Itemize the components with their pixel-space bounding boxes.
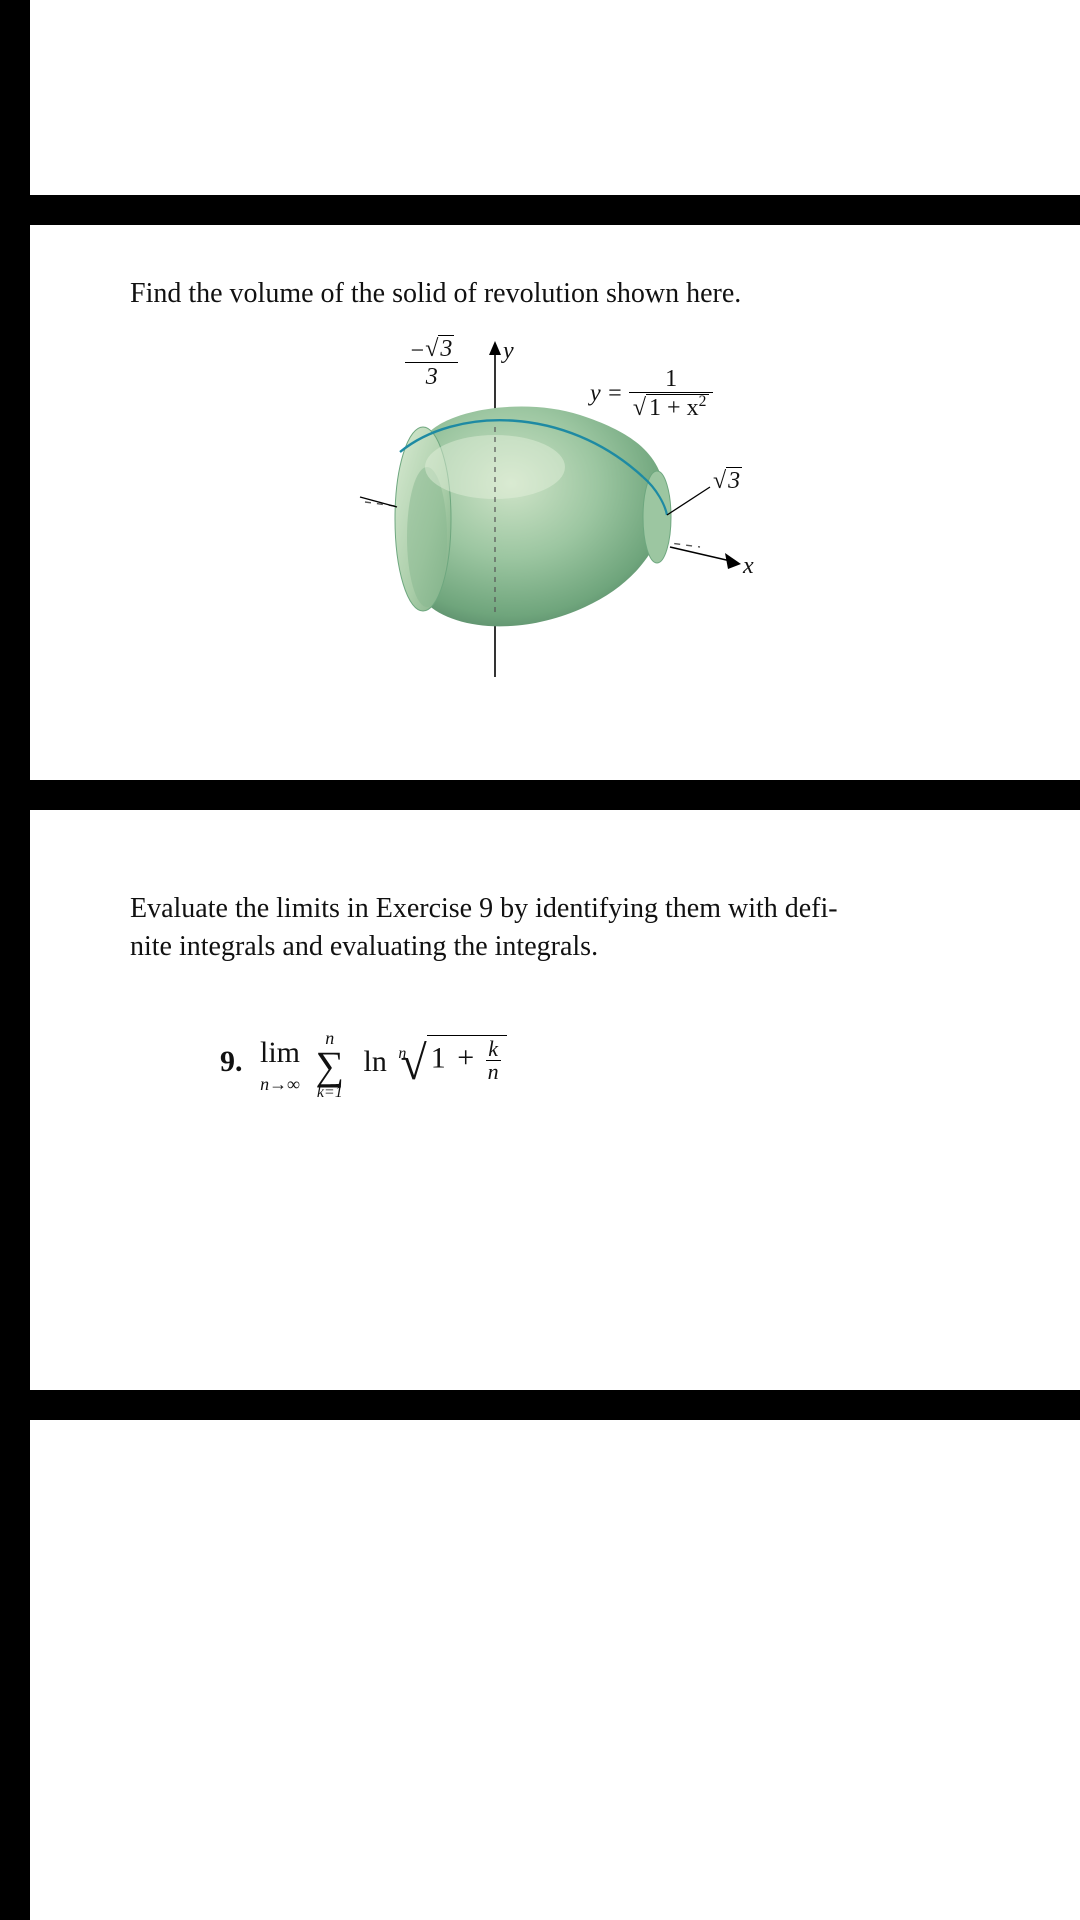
left-bound-den: 3 xyxy=(405,363,458,392)
solid-of-revolution-figure: y x −√3 3 y = 1 y = √1 + xyxy=(305,337,785,707)
k-over-n: k n xyxy=(486,1038,501,1083)
axis-y-label: y xyxy=(503,335,514,367)
exercise-9-expression: 9. lim n→∞ n ∑ k=1 ln n √ 1 + k n xyxy=(220,1026,960,1104)
sqrt-symbol: √ xyxy=(425,336,438,362)
left-bound-radicand: 3 xyxy=(438,335,454,362)
blank-top-page xyxy=(30,0,1080,195)
problem-volume-page: Find the volume of the solid of revoluti… xyxy=(30,225,1080,780)
exercise-number: 9. xyxy=(220,1045,243,1078)
lim-text: lim xyxy=(260,1033,300,1074)
sigma-block: n ∑ k=1 xyxy=(316,1026,345,1104)
curve-den-base: 1 + x xyxy=(649,395,699,421)
prompt2-line1: Evaluate the limits in Exercise 9 by ide… xyxy=(130,890,960,928)
prompt2-line2: nite integrals and evaluating the integr… xyxy=(130,928,960,966)
sigma-symbol: ∑ xyxy=(316,1050,345,1082)
frac-k: k xyxy=(486,1038,501,1061)
y-equals: y = xyxy=(590,380,629,406)
curve-num: 1 xyxy=(629,367,714,393)
page-gap-3 xyxy=(0,1390,1080,1420)
nth-root: n √ 1 + k n xyxy=(400,1041,506,1089)
page-gap-2 xyxy=(0,780,1080,810)
lim-sub: n→∞ xyxy=(260,1072,300,1096)
problem-limit-page: Evaluate the limits in Exercise 9 by ide… xyxy=(30,810,1080,1390)
limit-block: lim n→∞ xyxy=(260,1033,300,1096)
curve-den-exp: 2 xyxy=(699,393,707,410)
right-bound-label: √3 xyxy=(713,465,742,497)
curve-equation-label: y = 1 y = √1 + x2 xyxy=(590,367,713,423)
sqrt-symbol-right: √ xyxy=(713,468,726,494)
right-bound-radicand: 3 xyxy=(726,467,742,494)
ln-text: ln xyxy=(364,1045,387,1078)
root-one: 1 xyxy=(431,1041,446,1074)
blank-bottom-page xyxy=(30,1420,1080,1920)
problem1-prompt: Find the volume of the solid of revoluti… xyxy=(130,275,960,313)
left-bound-label: −√3 3 xyxy=(405,337,458,392)
axis-x-label: x xyxy=(743,550,754,582)
page-gap-1 xyxy=(0,195,1080,225)
frac-n: n xyxy=(486,1061,501,1083)
root-plus: + xyxy=(457,1041,474,1074)
problem2-prompt: Evaluate the limits in Exercise 9 by ide… xyxy=(130,890,960,966)
sigma-lower: k=1 xyxy=(316,1082,345,1104)
minus-sign: − xyxy=(409,339,425,364)
